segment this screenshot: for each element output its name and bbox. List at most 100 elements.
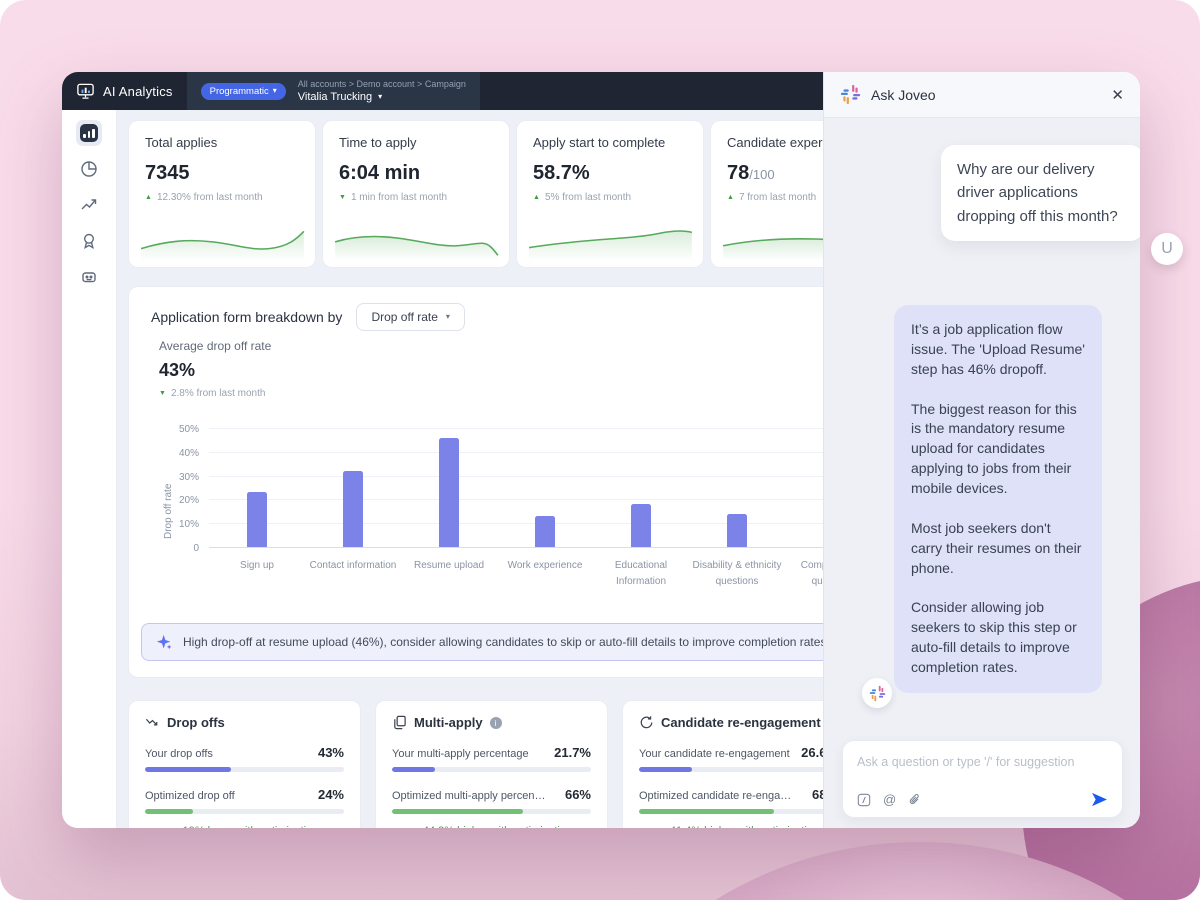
benchmark-title: Candidate re-engagement: [661, 715, 821, 730]
metric-label: Average drop off rate: [159, 339, 272, 353]
user-avatar: U: [1151, 233, 1183, 265]
input-toolbar: @: [857, 792, 1108, 807]
benchmark-footer: 44.3% higher with optimization: [423, 825, 572, 828]
stat-title: Apply start to complete: [533, 135, 666, 150]
benchmark-row-label: Your multi-apply percentage: [392, 748, 529, 760]
chat-header: Ask Joveo ✕: [824, 72, 1140, 118]
stat-title: Total applies: [145, 135, 218, 150]
progress-fill: [392, 767, 436, 772]
chart-bar[interactable]: [247, 492, 267, 547]
app-window: AI Analytics Programmatic ▾ All accounts…: [62, 72, 1140, 828]
benchmark-row-value: 43%: [317, 745, 344, 760]
chart-bar[interactable]: [631, 504, 651, 547]
dashboard-body: Total applies 7345 ▲ 12.30% from last mon…: [62, 110, 823, 828]
send-button[interactable]: [1091, 792, 1108, 807]
benchmark-row-label: Optimized candidate re-engagement: [639, 790, 795, 802]
sidebar-item-quality[interactable]: [76, 228, 102, 254]
stat-delta: 7 from last month: [738, 192, 817, 203]
sparkline-chart: [722, 238, 823, 261]
insight-banner: High drop-off at resume upload (46%), co…: [141, 623, 823, 661]
stat-card-apply-complete: Apply start to complete 58.7% ▲ 5% from l…: [516, 120, 704, 268]
trend-arrow-icon: ▲: [658, 828, 665, 829]
stat-delta: 5% from last month: [544, 192, 632, 203]
benchmark-footer: 41.4% higher with optimization: [670, 825, 819, 828]
trend-arrow-icon: ▼: [171, 828, 178, 829]
ai-message-bubble: It’s a job application flow issue. The '…: [894, 305, 1102, 693]
chart-bar[interactable]: [343, 470, 363, 547]
benchmark-row-label: Optimized drop off: [145, 790, 235, 802]
stat-value-number: 78: [727, 162, 750, 184]
re-engagement-icon: [640, 716, 653, 729]
x-axis-label: Contact information: [309, 560, 397, 571]
chart-bar[interactable]: [439, 437, 459, 547]
benchmark-row-label: Your candidate re-engagement: [639, 748, 790, 760]
progress-track: [392, 767, 591, 772]
breakdown-title: Application form breakdown by: [151, 309, 343, 325]
x-axis-label: Sign up: [240, 560, 274, 571]
chevron-down-icon: ▾: [378, 92, 383, 102]
gridline: [209, 523, 823, 525]
gridline: [209, 475, 823, 477]
breadcrumb[interactable]: All accounts > Demo account > Campaign: [297, 78, 466, 89]
sidebar-item-pie-chart[interactable]: [76, 156, 102, 182]
stat-title: Candidate experience: [727, 135, 823, 150]
account-selector-label: Vitalia Trucking: [297, 90, 373, 103]
sparkline-chart: [140, 230, 305, 261]
y-axis-label: Drop off rate: [163, 483, 174, 539]
stat-title: Time to apply: [339, 135, 417, 150]
info-icon[interactable]: i: [489, 716, 502, 729]
x-axis-label: Disability & ethnicity questions: [692, 560, 782, 587]
application-breakdown-card: Application form breakdown by Drop off r…: [128, 286, 823, 678]
brand: AI Analytics: [62, 82, 187, 101]
chat-input-box: @: [842, 740, 1123, 818]
stat-value: 6:04 min: [339, 162, 421, 184]
sparkle-icon: [156, 634, 172, 649]
account-selector[interactable]: Vitalia Trucking ▾: [298, 90, 466, 105]
benchmark-row-label: Your drop offs: [145, 748, 213, 760]
sidebar-item-bar-chart[interactable]: [76, 120, 102, 146]
metric-value: 43%: [159, 360, 196, 380]
attachment-icon[interactable]: [908, 793, 922, 807]
sidebar-item-bot[interactable]: [76, 264, 102, 290]
drop-offs-icon: [145, 718, 158, 726]
product-pill-dropdown[interactable]: Programmatic ▾: [200, 82, 286, 100]
metric-delta: 2.8% from last month: [170, 388, 266, 399]
chart-bar[interactable]: [535, 516, 555, 547]
stat-delta: 12.30% from last month: [156, 192, 263, 203]
benchmark-card-row: Drop offs Your drop offs 43% Optimized dr…: [128, 700, 823, 828]
breadcrumb-block: All accounts > Demo account > Campaign V…: [298, 78, 466, 105]
gridline: [209, 451, 823, 453]
slash-command-icon[interactable]: [857, 793, 871, 807]
chart-bar[interactable]: [727, 513, 747, 547]
joveo-avatar: [862, 678, 892, 708]
y-axis-tick: 50%: [178, 424, 199, 435]
benchmark-row-value: 68%: [811, 787, 823, 802]
x-axis-label: Educational Information: [614, 560, 668, 587]
stat-value-suffix: /100: [749, 167, 775, 182]
ask-joveo-panel: Ask Joveo ✕ Why are our delivery driver …: [823, 72, 1140, 828]
benchmark-row-value: 66%: [564, 787, 591, 802]
stat-card-row: Total applies 7345 ▲ 12.30% from last mon…: [128, 120, 823, 268]
multi-apply-icon: [394, 715, 406, 730]
nav-context: Programmatic ▾ All accounts > Demo accou…: [186, 72, 480, 110]
chat-input[interactable]: [851, 747, 1114, 777]
metric-dropdown[interactable]: Drop off rate ▾: [356, 303, 465, 331]
progress-fill: [145, 809, 193, 814]
gridline: [209, 428, 823, 429]
close-icon[interactable]: ✕: [1111, 86, 1124, 104]
x-axis-label: Compensation questions: [800, 560, 823, 587]
y-axis-tick: 20%: [178, 495, 199, 507]
trend-arrow-icon: ▲: [411, 828, 418, 829]
stat-value: 78/100: [727, 162, 823, 185]
mention-icon[interactable]: @: [883, 792, 897, 807]
progress-fill: [639, 809, 775, 814]
trend-arrow-icon: ▲: [533, 194, 540, 201]
benchmark-title: Multi-apply: [414, 715, 483, 730]
gridline: [209, 547, 823, 548]
average-drop-off-block: Average drop off rate 43% ▼ 2.8% from las…: [159, 339, 271, 399]
x-axis-label: Work experience: [507, 560, 583, 571]
sidebar-item-trends[interactable]: [76, 192, 102, 218]
medal-icon: [83, 233, 95, 250]
stat-value: 7345: [145, 162, 190, 184]
